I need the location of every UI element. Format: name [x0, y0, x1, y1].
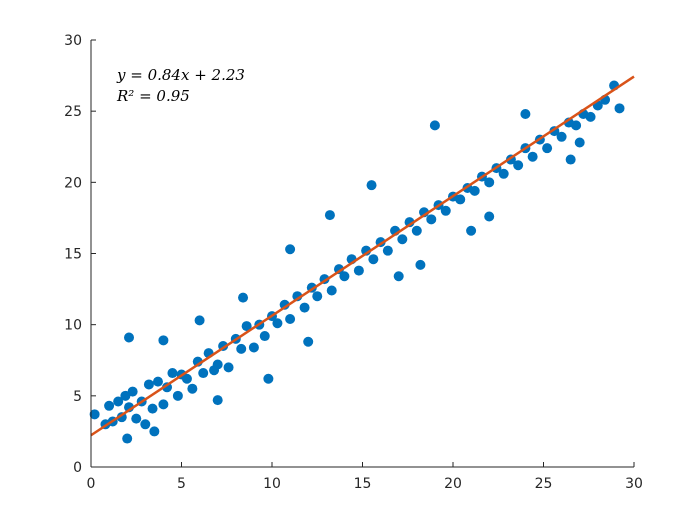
data-point [248, 342, 259, 353]
y-tick-label: 5 [73, 389, 82, 405]
data-point [104, 400, 115, 411]
equation-label: y = 0.84x + 2.23 [116, 66, 245, 84]
data-point [353, 265, 364, 276]
y-tick-label: 0 [73, 460, 82, 476]
data-point [259, 331, 270, 342]
annotation: y = 0.84x + 2.23 R² = 0.95 [116, 66, 245, 105]
data-point [426, 214, 437, 225]
data-point [366, 180, 377, 191]
data-point [140, 419, 151, 430]
data-point [527, 151, 538, 162]
data-point [149, 426, 160, 437]
data-point [152, 376, 163, 387]
data-point [484, 211, 495, 222]
data-point [172, 390, 183, 401]
data-point [520, 109, 531, 120]
y-tick-label: 30 [64, 33, 82, 49]
data-point [324, 210, 335, 221]
x-tick-label: 30 [625, 476, 643, 492]
data-point [484, 177, 495, 188]
x-tick-label: 20 [444, 476, 462, 492]
data-point [167, 368, 178, 379]
data-point [393, 271, 404, 282]
data-point [440, 205, 451, 216]
data-point [272, 318, 283, 329]
data-point [466, 225, 477, 236]
data-point [303, 336, 314, 347]
r-squared-label: R² = 0.95 [116, 87, 190, 105]
data-point [143, 379, 154, 390]
data-point [223, 362, 234, 373]
data-point [113, 396, 124, 407]
data-point [312, 291, 323, 302]
fit-line-layer [90, 75, 635, 437]
data-point [585, 111, 596, 122]
data-point [368, 254, 379, 265]
data-point [542, 143, 553, 154]
data-point [263, 373, 274, 384]
data-point [158, 399, 169, 410]
data-point [326, 285, 337, 296]
x-tick-label: 15 [354, 476, 372, 492]
data-point [299, 302, 310, 313]
data-point [411, 225, 422, 236]
axes: 0 5 10 15 20 25 30 0 5 10 15 20 25 30 [64, 33, 643, 492]
y-tick-label: 15 [64, 247, 82, 263]
data-point [131, 413, 142, 424]
data-point [339, 271, 350, 282]
fit-line [90, 75, 635, 437]
data-point [127, 386, 138, 397]
data-point [513, 160, 524, 171]
x-tick-label: 10 [263, 476, 281, 492]
data-point [147, 403, 158, 414]
data-point [238, 292, 249, 303]
data-point [614, 103, 625, 114]
data-point [181, 373, 192, 384]
y-tick-label: 25 [64, 104, 82, 120]
data-point [212, 395, 223, 406]
y-tick-label: 10 [64, 318, 82, 334]
data-point [382, 245, 393, 256]
data-point [556, 131, 567, 142]
x-tick-label: 25 [535, 476, 553, 492]
data-point [236, 343, 247, 354]
x-tick-label: 0 [87, 476, 96, 492]
y-tick-label: 20 [64, 175, 82, 191]
data-point [89, 409, 100, 420]
data-point [158, 335, 169, 346]
x-tick-label: 5 [177, 476, 186, 492]
data-point [241, 321, 252, 332]
data-point [469, 185, 480, 196]
data-point [212, 359, 223, 370]
data-point [124, 332, 135, 343]
data-point [571, 120, 582, 131]
data-point [429, 120, 440, 131]
data-point [574, 137, 585, 148]
data-point [187, 383, 198, 394]
data-point [279, 299, 290, 310]
data-point [194, 315, 205, 326]
data-point [122, 433, 133, 444]
data-point [120, 390, 131, 401]
data-point [565, 154, 576, 165]
data-point [198, 368, 209, 379]
data-point [455, 194, 466, 205]
data-point [404, 217, 415, 228]
data-point [285, 313, 296, 324]
data-point [498, 168, 509, 179]
data-point [397, 234, 408, 245]
data-point [415, 259, 426, 270]
data-point [285, 244, 296, 255]
